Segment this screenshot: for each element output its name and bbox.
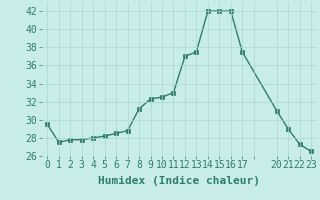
- X-axis label: Humidex (Indice chaleur): Humidex (Indice chaleur): [98, 176, 260, 186]
